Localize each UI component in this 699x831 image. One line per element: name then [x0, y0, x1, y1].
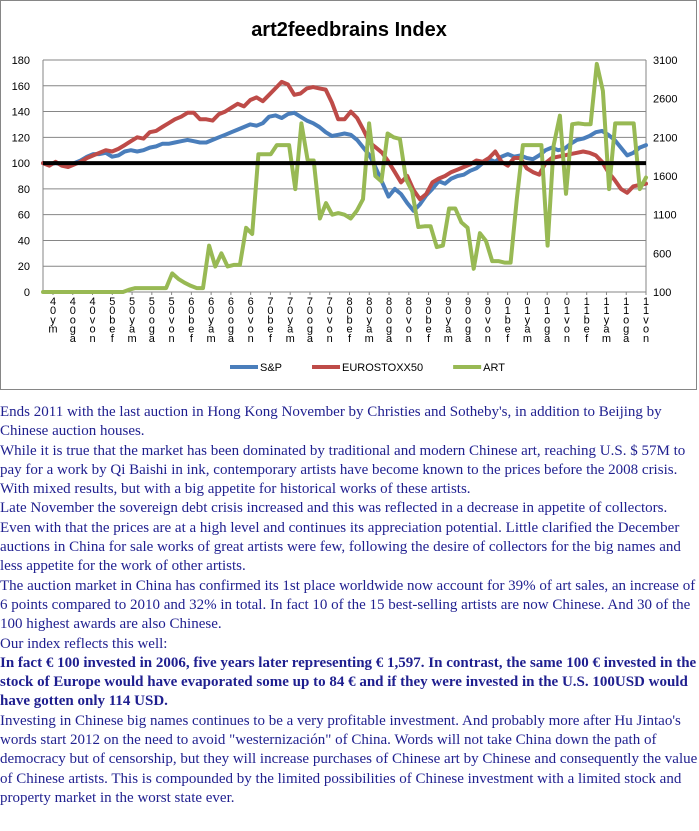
x-axis: 4 0 y m 4 0 o g a 4 0 v o n 5 0 b e f 5 0 y a m 5 0 o g a 5 0 v o n 6 0 b e f 6… — [48, 292, 649, 345]
article-paragraph: While it is true that the market has bee… — [0, 442, 686, 498]
right-tick-label: 2100 — [653, 132, 677, 144]
line-chart: art2feedbrains Index 0 20 40 60 80 100 120 140 1… — [12, 19, 678, 374]
left-tick-label: 80 — [18, 184, 30, 196]
left-tick-label: 60 — [18, 210, 30, 222]
article-paragraph: The auction market in China has confirme… — [0, 577, 696, 633]
left-tick-label: 120 — [12, 132, 30, 144]
left-axis: 0 20 40 60 80 100 120 140 160 180 — [12, 55, 30, 299]
right-tick-label: 1600 — [653, 171, 677, 183]
series-layer — [41, 61, 648, 294]
right-tick-label: 100 — [653, 287, 671, 299]
left-tick-label: 140 — [12, 107, 30, 119]
article-paragraph: Late November the sovereign debt crisis … — [0, 500, 681, 575]
legend: S&P EUROSTOXX50 ART — [230, 362, 505, 374]
grid-layer — [42, 59, 647, 293]
right-axis: 100 600 1100 1600 2100 2600 3100 — [653, 55, 677, 299]
chart-title: art2feedbrains Index — [251, 19, 447, 41]
left-tick-label: 40 — [18, 235, 30, 247]
series-line-art — [41, 61, 648, 294]
article-bold-paragraph: In fact € 100 invested in 2006, five yea… — [0, 654, 697, 710]
legend-label: ART — [483, 362, 505, 374]
article-body: Ends 2011 with the last auction in Hong … — [0, 403, 699, 808]
right-tick-label: 2600 — [653, 94, 677, 106]
article-paragraph: Investing in Chinese big names continues… — [0, 712, 698, 806]
legend-label: S&P — [260, 362, 282, 374]
legend-label: EUROSTOXX50 — [342, 362, 423, 374]
right-tick-label: 600 — [653, 248, 671, 260]
right-tick-label: 3100 — [653, 55, 677, 67]
left-tick-label: 0 — [24, 287, 30, 299]
left-tick-label: 160 — [12, 81, 30, 93]
left-tick-label: 180 — [12, 55, 30, 67]
left-tick-label: 100 — [12, 158, 30, 170]
chart-container: art2feedbrains Index 0 20 40 60 80 100 120 140 1… — [0, 0, 697, 390]
article-paragraph: Ends 2011 with the last auction in Hong … — [0, 404, 662, 440]
left-tick-label: 20 — [18, 261, 30, 273]
right-tick-label: 1100 — [653, 210, 677, 222]
article-paragraph: Our index reflects this well: — [0, 635, 168, 652]
series-line-s-p — [41, 110, 648, 213]
